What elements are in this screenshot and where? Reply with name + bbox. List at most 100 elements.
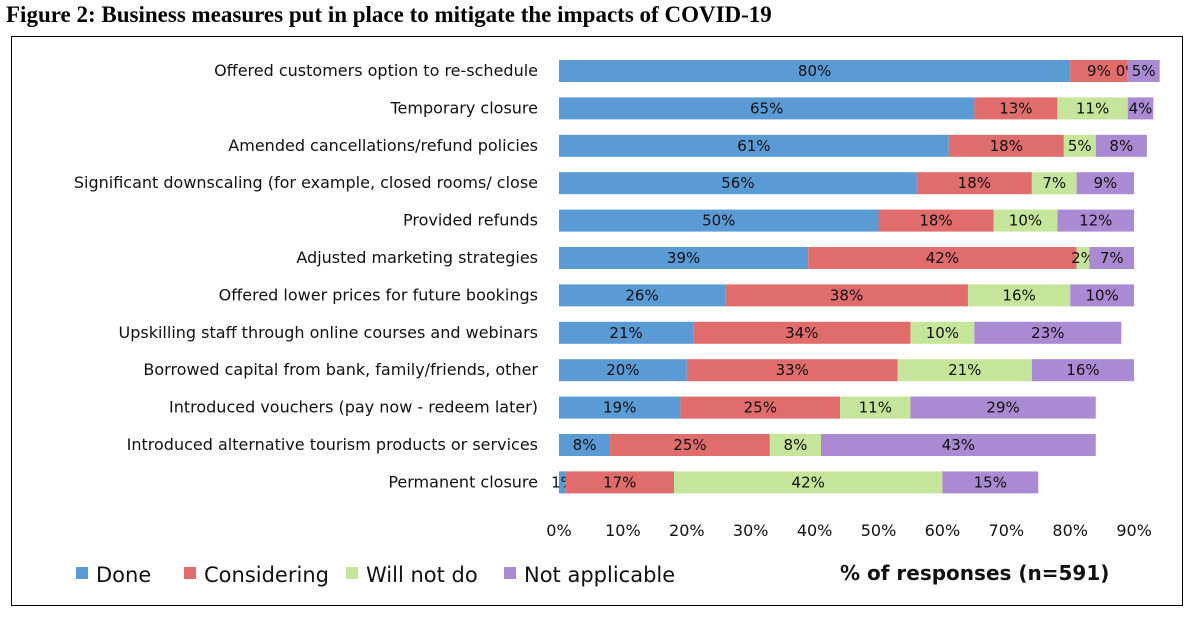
data-label: 10% (1085, 286, 1118, 304)
data-label: 12% (1079, 212, 1112, 230)
legend-entry: Considering (204, 563, 329, 587)
x-tick-label: 70% (989, 521, 1025, 540)
data-label: 5% (1132, 62, 1156, 80)
bar-segment (559, 172, 917, 195)
bar-segment (559, 434, 611, 456)
bar-segment (610, 434, 770, 456)
bar-segment (559, 359, 687, 382)
data-label: 9% (1093, 174, 1117, 192)
data-label: 4% (1129, 99, 1153, 117)
data-label: 16% (1002, 286, 1035, 304)
bar-segment (808, 247, 1077, 269)
bar-segment (686, 359, 898, 382)
data-label: 2% (1071, 249, 1095, 267)
data-label: 61% (737, 137, 770, 155)
data-label: 33% (776, 361, 809, 379)
data-label: 15% (974, 473, 1007, 491)
bar-segment (1127, 97, 1154, 120)
bar-segment (769, 434, 821, 456)
stacked-bar-chart: Offered customers option to re-schedule 8… (74, 60, 1160, 587)
data-label: 11% (859, 399, 892, 417)
bar-segment (1089, 247, 1135, 269)
x-tick-label: 50% (861, 521, 897, 540)
data-label: 43% (942, 436, 975, 454)
legend-entry: Will not do (366, 563, 478, 587)
x-tick-label: 80% (1052, 521, 1088, 540)
category-label: Offered lower prices for future bookings (219, 285, 538, 304)
bar-segment (878, 209, 994, 232)
bar-segment (674, 471, 943, 494)
legend-entry: Done (96, 563, 151, 587)
data-label: 34% (785, 324, 818, 342)
legend-swatch (184, 567, 196, 579)
data-label: 25% (673, 436, 706, 454)
legend-swatch (76, 567, 88, 579)
bar-segment (559, 134, 949, 157)
data-label: 26% (625, 286, 658, 304)
data-label: 25% (744, 399, 777, 417)
bar-segment (1057, 97, 1128, 120)
data-label: 16% (1066, 361, 1099, 379)
category-label: Provided refunds (403, 211, 538, 230)
category-label: Borrowed capital from bank, family/frien… (143, 360, 538, 379)
bar-segment (942, 471, 1039, 494)
data-label: 7% (1100, 249, 1124, 267)
data-label: 8% (1109, 137, 1133, 155)
bar-segment (559, 247, 809, 269)
bar-segment (559, 321, 694, 344)
data-label: 7% (1042, 174, 1066, 192)
bar-segment (559, 284, 726, 307)
bar-segment (1070, 60, 1128, 82)
bar-segment (1031, 172, 1077, 195)
category-label: Introduced alternative tourism products … (127, 435, 538, 454)
bar-segment (974, 97, 1058, 120)
legend-swatch (504, 567, 516, 579)
x-tick-label: 0% (546, 521, 571, 540)
bar-segment (559, 396, 681, 419)
bar-segment (1057, 209, 1135, 232)
bar-segment (1063, 134, 1096, 157)
data-label: 18% (919, 212, 952, 230)
data-label: 11% (1076, 99, 1109, 117)
data-label: 56% (721, 174, 754, 192)
legend-swatch (346, 567, 358, 579)
data-label: 13% (999, 99, 1032, 117)
bar-segment (967, 284, 1071, 307)
bar-segment (820, 434, 1096, 456)
bar-segment (1070, 284, 1135, 307)
bar-segment (840, 396, 911, 419)
x-tick-label: 10% (605, 521, 641, 540)
category-label: Introduced vouchers (pay now - redeem la… (169, 398, 538, 417)
bar-segment (1076, 247, 1090, 269)
chart-frame: Offered customers option to re-schedule 8… (11, 36, 1183, 606)
data-label: 42% (926, 249, 959, 267)
x-tick-label: 90% (1116, 521, 1152, 540)
x-tick-label: 20% (669, 521, 705, 540)
bar-segment (974, 321, 1122, 344)
bar-segment (725, 284, 968, 307)
bar-segment (1031, 359, 1135, 382)
bar-segment (559, 97, 975, 120)
x-tick-label: 60% (925, 521, 961, 540)
data-label: 20% (606, 361, 639, 379)
bar-segment (680, 396, 841, 419)
bar-segment (910, 396, 1096, 419)
bar-segment (916, 172, 1032, 195)
data-label: 10% (926, 324, 959, 342)
bar-segment (565, 471, 675, 494)
bar-segment (948, 134, 1064, 157)
bar-segment (1076, 172, 1135, 195)
bar-segment (897, 359, 1032, 382)
category-label: Significant downscaling (for example, cl… (74, 173, 538, 192)
data-label: 5% (1068, 137, 1092, 155)
category-label: Upskilling staff through online courses … (119, 323, 538, 342)
bar-segment (993, 209, 1058, 232)
x-tick-label: 30% (733, 521, 769, 540)
data-label: 8% (573, 436, 597, 454)
data-label: 9% (1087, 62, 1111, 80)
bar-segment (693, 321, 911, 344)
data-label: 19% (603, 399, 636, 417)
legend-entry: Not applicable (524, 563, 675, 587)
data-label: 18% (990, 137, 1023, 155)
data-label: 42% (792, 473, 825, 491)
